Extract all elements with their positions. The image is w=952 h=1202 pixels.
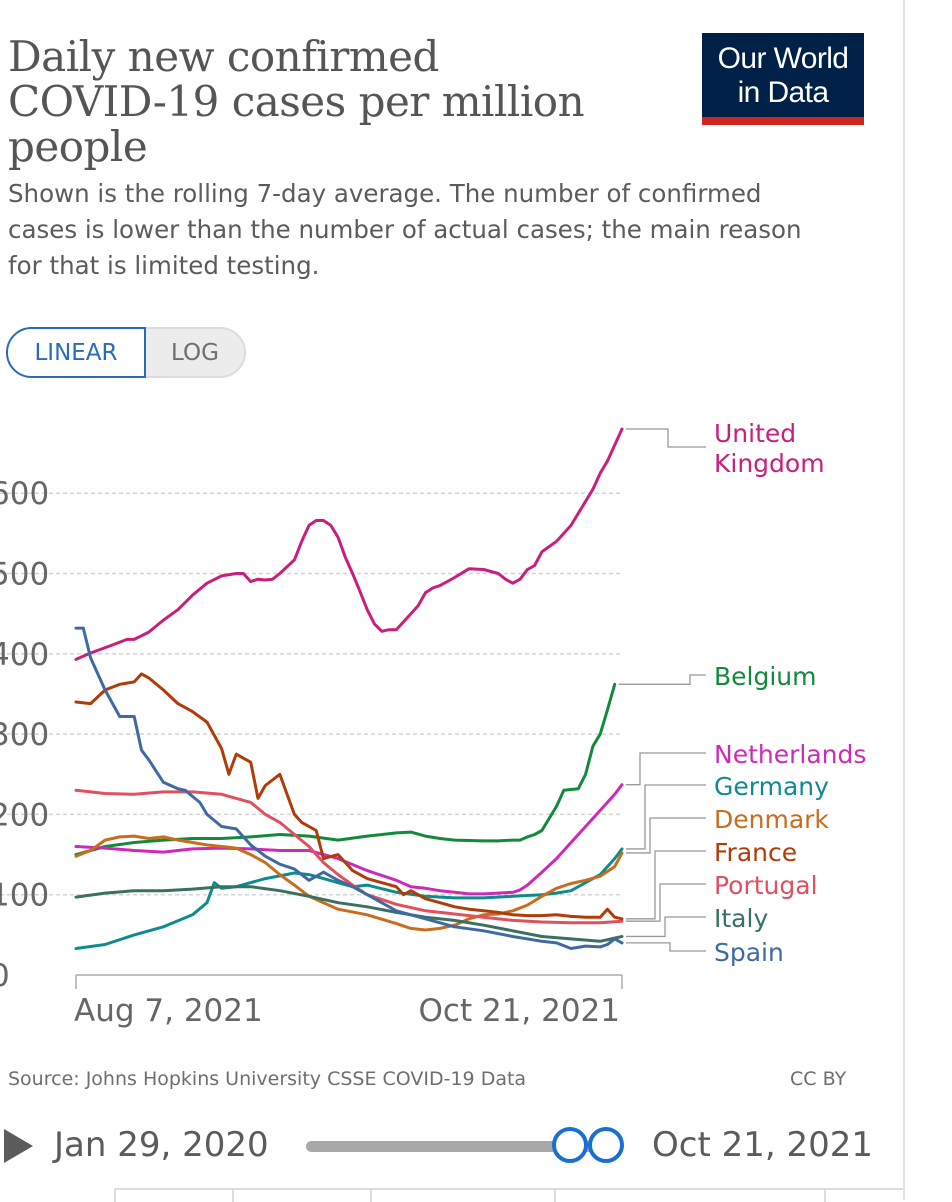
timeline-control: Jan 29, 2020 Oct 21, 2021 xyxy=(0,1115,903,1185)
play-icon[interactable] xyxy=(4,1129,33,1163)
series-line-spain[interactable] xyxy=(74,626,624,950)
series-label-portugal[interactable]: Portugal xyxy=(714,871,818,900)
tab-divider xyxy=(232,1190,234,1202)
timeline-start-handle[interactable] xyxy=(552,1127,588,1163)
logo-red-bar xyxy=(702,117,864,125)
series-line-france[interactable] xyxy=(74,672,624,921)
label-connector-belgium xyxy=(618,674,706,685)
series-label-italy[interactable]: Italy xyxy=(714,904,768,933)
series-label-denmark[interactable]: Denmark xyxy=(714,805,829,834)
linear-scale-button[interactable]: LINEAR xyxy=(6,327,146,378)
owid-logo[interactable]: Our World in Data xyxy=(702,33,864,125)
x-tick-label: Aug 7, 2021 xyxy=(74,993,263,1029)
timeline-end-date: Oct 21, 2021 xyxy=(652,1125,873,1165)
label-connector-netherlands xyxy=(626,752,706,786)
series-label-united-kingdom[interactable]: United xyxy=(714,419,796,448)
y-tick-label: 400 xyxy=(0,637,49,673)
tab-divider xyxy=(114,1190,116,1202)
y-tick-label: 300 xyxy=(0,717,49,753)
series-line-united-kingdom[interactable] xyxy=(74,427,624,661)
chart-title: Daily new confirmed COVID-19 cases per m… xyxy=(8,32,585,171)
scale-toggle: LINEAR LOG xyxy=(6,327,246,378)
series-label-france[interactable]: France xyxy=(714,838,797,867)
label-connector-germany xyxy=(626,784,706,850)
source-note[interactable]: Source: Johns Hopkins University CSSE CO… xyxy=(8,1068,527,1090)
log-scale-button[interactable]: LOG xyxy=(146,327,246,378)
series-line-netherlands[interactable] xyxy=(74,783,624,896)
y-tick-label: 200 xyxy=(0,797,49,833)
timeline-start-date: Jan 29, 2020 xyxy=(54,1125,269,1165)
label-connector-portugal xyxy=(626,883,706,922)
label-connector-france xyxy=(626,850,706,920)
x-tick-label: Oct 21, 2021 xyxy=(419,993,621,1029)
y-tick-label: 600 xyxy=(0,476,49,512)
panel-right-border xyxy=(903,0,905,1200)
axes: 0 100 200 300 400 500 600 Aug 7, 2021 Oct 21, 20… xyxy=(0,476,623,1029)
gridlines xyxy=(0,492,622,896)
series-label-united-kingdom[interactable]: Kingdom xyxy=(714,449,825,478)
y-tick-label: 100 xyxy=(0,878,49,914)
series-line-belgium[interactable] xyxy=(74,682,617,857)
line-chart[interactable]: 0 100 200 300 400 500 600 Aug 7, 2021 Oct 21, 20… xyxy=(0,380,903,1050)
y-tick-label: 0 xyxy=(0,958,10,994)
label-connector-united-kingdom xyxy=(626,428,706,448)
series-line-italy[interactable] xyxy=(74,885,624,943)
logo-line-2: in Data xyxy=(737,76,829,109)
series-label-netherlands[interactable]: Netherlands xyxy=(714,740,866,769)
series-line-denmark[interactable] xyxy=(74,834,624,932)
y-tick-label: 500 xyxy=(0,557,49,593)
series-label-belgium[interactable]: Belgium xyxy=(714,662,817,691)
logo-line-1: Our World xyxy=(717,42,849,75)
chart-subtitle: Shown is the rolling 7-day average. The … xyxy=(8,179,802,280)
label-connector-spain xyxy=(626,942,706,952)
bottom-tabs-border xyxy=(114,1188,903,1202)
series-label-spain[interactable]: Spain xyxy=(714,938,784,967)
tab-divider xyxy=(824,1190,826,1202)
timeline-end-handle[interactable] xyxy=(588,1127,624,1163)
timeline-track[interactable] xyxy=(306,1141,596,1152)
license-link[interactable]: CC BY xyxy=(790,1068,847,1090)
series-label-germany[interactable]: Germany xyxy=(714,772,829,801)
series-lines xyxy=(74,427,624,950)
label-connector-denmark xyxy=(626,817,706,854)
tab-divider xyxy=(370,1190,372,1202)
tab-divider xyxy=(554,1190,556,1202)
label-connector-italy xyxy=(626,916,706,938)
